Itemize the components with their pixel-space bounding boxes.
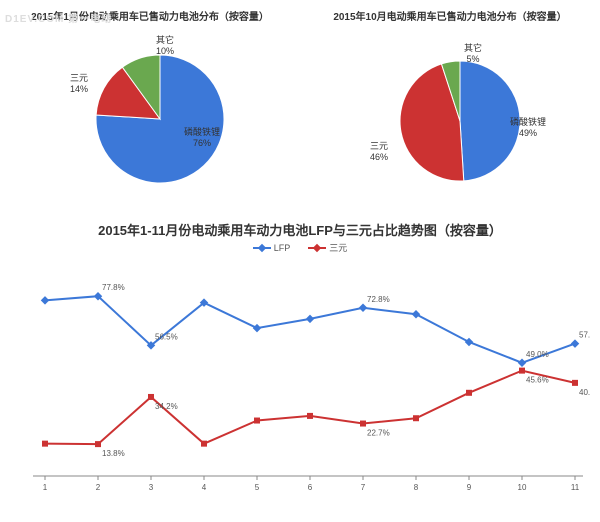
line-chart-legend: LFP 三元 [0, 241, 600, 254]
svg-text:34.2%: 34.2% [155, 402, 178, 411]
svg-text:8: 8 [414, 483, 419, 492]
svg-text:40.3%: 40.3% [579, 388, 590, 397]
pie-oct: 2015年10月电动乘用车已售动力电池分布（按容量） 磷酸铁锂49% 三元46% 其… [310, 8, 590, 208]
svg-text:10: 10 [518, 483, 527, 492]
svg-text:56.5%: 56.5% [155, 332, 178, 341]
legend-lfp-label: LFP [274, 243, 291, 253]
svg-text:6: 6 [308, 483, 313, 492]
svg-text:5: 5 [255, 483, 260, 492]
pie-slice-label: 三元46% [370, 139, 388, 162]
svg-text:49.0%: 49.0% [526, 350, 549, 359]
svg-text:4: 4 [202, 483, 207, 492]
pie-slice-label: 磷酸铁锂49% [510, 115, 546, 138]
svg-text:22.7%: 22.7% [367, 429, 390, 438]
svg-text:11: 11 [571, 483, 580, 492]
svg-text:3: 3 [149, 483, 154, 492]
legend-ternary-label: 三元 [329, 241, 347, 254]
svg-text:72.8%: 72.8% [367, 295, 390, 304]
pie-slice-label: 其它5% [464, 41, 482, 64]
svg-text:1: 1 [43, 483, 48, 492]
pie-oct-canvas: 磷酸铁锂49%三元46%其它5% [360, 29, 540, 189]
pie-slice-label: 磷酸铁锂76% [184, 125, 220, 148]
pie-oct-title: 2015年10月电动乘用车已售动力电池分布（按容量） [333, 8, 566, 23]
pie-charts-row: 2015年1月份电动乘用车已售动力电池分布（按容量） 磷酸铁锂76%三元14%其… [0, 0, 600, 208]
pie-slice-label: 其它10% [156, 33, 174, 56]
legend-ternary-swatch [308, 247, 326, 249]
svg-text:9: 9 [467, 483, 472, 492]
svg-text:7: 7 [361, 483, 366, 492]
legend-ternary: 三元 [308, 241, 347, 254]
svg-text:13.8%: 13.8% [102, 449, 125, 458]
pie-jan: 2015年1月份电动乘用车已售动力电池分布（按容量） 磷酸铁锂76%三元14%其… [10, 8, 290, 208]
svg-text:57.3%: 57.3% [579, 331, 590, 340]
pie-jan-canvas: 磷酸铁锂76% 三元14% 其它10% [60, 29, 240, 189]
legend-lfp-swatch [253, 247, 271, 249]
legend-lfp: LFP [253, 241, 291, 254]
svg-text:77.8%: 77.8% [102, 283, 125, 292]
line-chart-canvas: 1 2 3 4 5 6 7 8 9 10 11 77.8% 56.5% 72.8% 49.0% 57.3% 13… [10, 256, 590, 506]
watermark: D1EV.COM 第一电动 [5, 10, 112, 25]
line-chart-title: 2015年1-11月份电动乘用车动力电池LFP与三元占比趋势图（按容量） [0, 220, 600, 239]
svg-text:2: 2 [96, 483, 101, 492]
pie-slice-label: 三元14% [70, 71, 88, 94]
svg-text:45.6%: 45.6% [526, 376, 549, 385]
